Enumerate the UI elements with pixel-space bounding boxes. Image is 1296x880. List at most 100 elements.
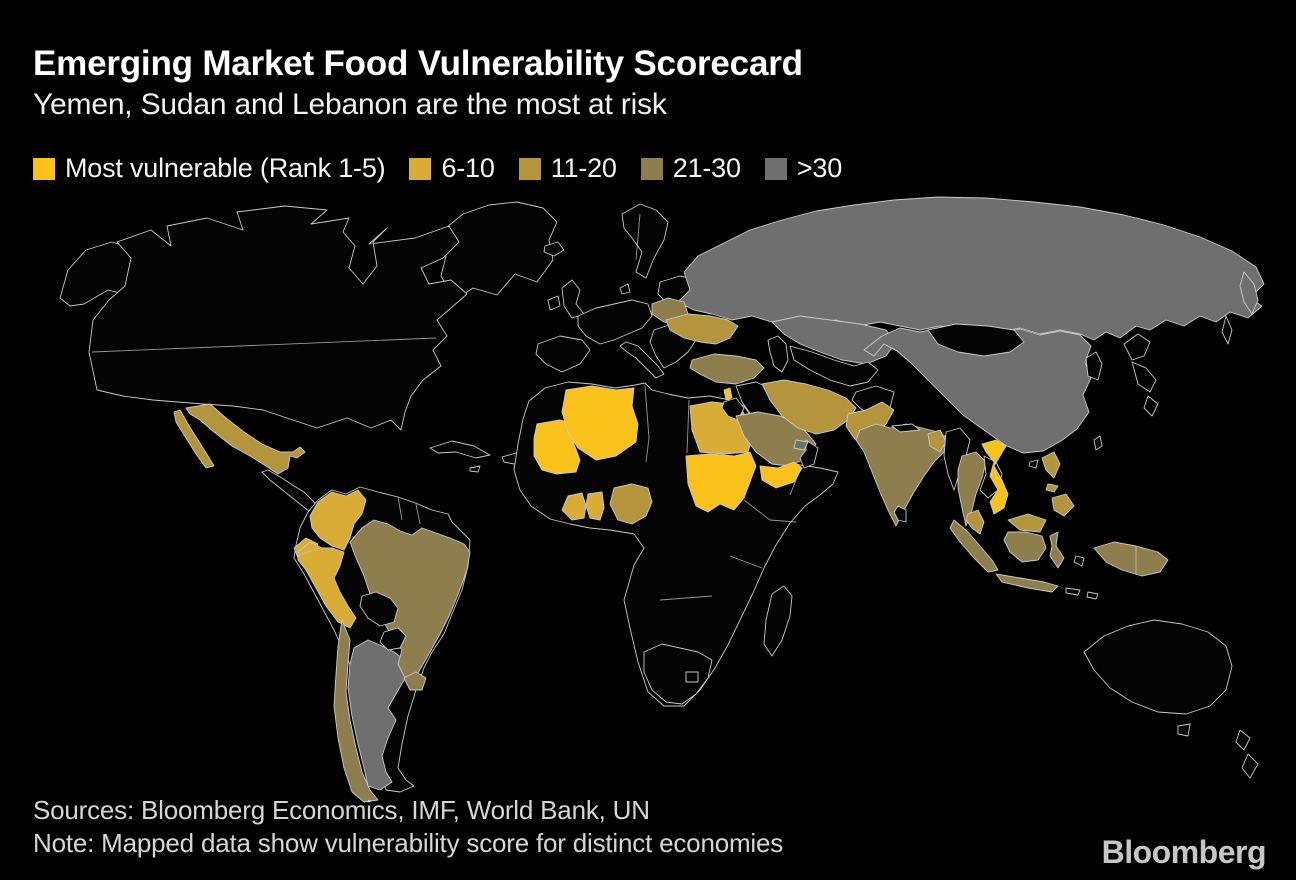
region-western-europe (577, 299, 653, 345)
legend-item-21-30: 21-30 (640, 153, 741, 184)
border-sa-internal (415, 503, 421, 525)
islands-lesser-sunda (1065, 587, 1081, 596)
country-kazakhstan (771, 315, 897, 365)
country-united-kingdom (561, 279, 585, 319)
legend-label-6-10: 6-10 (441, 153, 495, 183)
legend-item-rank-1-5: Most vulnerable (Rank 1-5) (33, 153, 386, 184)
border-scandinavia (635, 213, 641, 261)
country-malaysia-borneo (1007, 513, 1047, 533)
legend-label-over-30: >30 (796, 153, 843, 183)
country-bangladesh (927, 429, 947, 453)
legend-label-11-20: 11-20 (550, 153, 617, 183)
country-turkey (689, 353, 765, 385)
legend-item-6-10: 6-10 (409, 153, 495, 184)
legend-label-rank-1-5: Most vulnerable (Rank 1-5) (65, 153, 386, 183)
country-peru (297, 541, 357, 629)
islands-maluku (1073, 555, 1085, 567)
region-kamchatka (1239, 271, 1259, 315)
country-cuba (429, 440, 491, 459)
country-madagascar (763, 585, 793, 657)
region-central-asia (789, 345, 879, 387)
country-philippines-luzon (1041, 451, 1061, 479)
island-sakhalin (1221, 315, 1233, 345)
country-japan (1143, 395, 1159, 417)
country-philippines-visayas (1045, 483, 1059, 493)
legend-swatch-11-20 (518, 157, 541, 180)
country-ghana (585, 491, 605, 521)
region-africa (513, 381, 839, 707)
country-nepal (891, 423, 921, 433)
note-line: Note: Mapped data show vulnerability sco… (33, 828, 784, 858)
country-sri-lanka (893, 505, 907, 523)
country-new-zealand (1235, 729, 1251, 751)
country-paraguay (379, 627, 407, 651)
bloomberg-logo: Bloomberg (1101, 834, 1267, 870)
country-new-zealand (1241, 753, 1259, 779)
islands-lesser-sunda (1086, 591, 1099, 600)
island-new-guinea (1093, 541, 1169, 577)
border-africa-internal (686, 399, 690, 454)
border-africa-internal (789, 469, 801, 496)
country-indonesia-sumatra (949, 519, 999, 573)
region-central-america (261, 469, 319, 513)
country-indonesia-java (995, 573, 1059, 593)
country-ivory-coast (561, 492, 587, 521)
border-sa-internal (397, 496, 403, 521)
country-lebanon (723, 387, 733, 401)
legend-label-21-30: 21-30 (672, 153, 741, 183)
border-africa-internal (743, 499, 797, 523)
country-jamaica (469, 465, 481, 473)
country-japan (1131, 361, 1157, 393)
region-iberia (535, 335, 591, 373)
border-africa-internal (729, 555, 763, 569)
country-vietnam (981, 439, 1009, 515)
country-thailand (957, 451, 987, 527)
country-chile (333, 619, 379, 803)
legend-swatch-21-30 (640, 157, 663, 180)
region-north-america (88, 205, 468, 431)
country-denmark (619, 283, 631, 295)
country-india (855, 423, 949, 527)
border-africa-internal (644, 385, 650, 463)
country-colombia (309, 489, 367, 551)
country-bolivia (359, 591, 399, 627)
country-ireland (547, 295, 561, 311)
country-algeria (561, 385, 639, 461)
region-scandinavia (621, 203, 669, 279)
legend: Most vulnerable (Rank 1-5) 6-10 11-20 21… (33, 153, 842, 184)
legend-swatch-rank-1-5 (33, 157, 55, 180)
border-africa-internal (659, 595, 713, 601)
country-greenland (440, 201, 558, 301)
border-us-canada (91, 337, 437, 353)
border-ecuador-peru (297, 547, 319, 557)
country-russia (677, 196, 1265, 341)
country-sudan (685, 451, 757, 513)
country-oman (799, 439, 819, 469)
legend-item-11-20: 11-20 (518, 153, 617, 184)
country-south-korea (1085, 351, 1103, 381)
country-nigeria (609, 483, 653, 525)
legend-swatch-6-10 (409, 157, 432, 180)
country-mexico-baja (173, 409, 215, 469)
country-iceland (543, 241, 565, 257)
legend-item-over-30: >30 (764, 153, 843, 184)
country-uae (793, 439, 809, 451)
country-south-africa (643, 643, 713, 705)
caspian-sea (767, 335, 789, 373)
country-argentina (347, 639, 413, 791)
country-uruguay (403, 671, 427, 691)
country-hainan (1028, 459, 1039, 469)
country-australia (1083, 619, 1233, 715)
country-indonesia-kalimantan (1003, 531, 1047, 563)
country-mexico (185, 403, 306, 475)
page-title: Emerging Market Food Vulnerability Score… (33, 44, 803, 83)
country-malaysia-peninsula (965, 509, 985, 535)
country-indonesia-sulawesi (1049, 531, 1065, 569)
country-philippines-mindanao (1051, 493, 1075, 517)
sources-line: Sources: Bloomberg Economics, IMF, World… (33, 795, 650, 825)
legend-swatch-over-30 (764, 157, 787, 180)
country-japan (1123, 333, 1151, 361)
page-subtitle: Yemen, Sudan and Lebanon are the most at… (33, 88, 667, 121)
